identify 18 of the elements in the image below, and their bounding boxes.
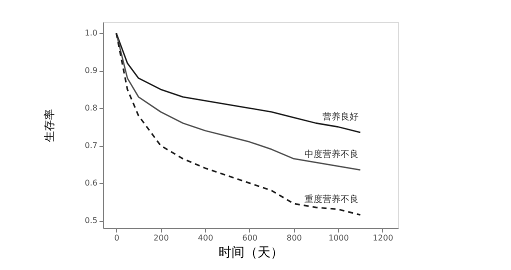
y-tick-label: 0.8 bbox=[84, 104, 98, 113]
x-tick-label: 600 bbox=[242, 234, 258, 242]
x-tick-label: 0 bbox=[114, 234, 120, 242]
y-axis-title: 生存率 bbox=[42, 109, 56, 142]
series-label: 中度营养不良 bbox=[304, 148, 358, 160]
y-tick-label: 0.5 bbox=[84, 216, 98, 226]
x-tick-label: 400 bbox=[198, 234, 214, 242]
x-axis-title: 时间（天） bbox=[218, 246, 284, 260]
x-tick-label: 1000 bbox=[328, 234, 349, 242]
x-tick-label: 200 bbox=[154, 234, 169, 242]
x-tick-label: 1200 bbox=[372, 234, 394, 242]
y-tick-label: 0.7 bbox=[84, 141, 98, 150]
y-tick-label: 0.6 bbox=[84, 178, 98, 188]
series-label: 重度营养不良 bbox=[304, 194, 358, 205]
x-tick-label: 800 bbox=[286, 234, 302, 242]
y-tick-label: 1.0 bbox=[84, 28, 98, 38]
series-label: 营养良好 bbox=[322, 111, 358, 122]
y-tick-label: 0.9 bbox=[84, 66, 98, 76]
